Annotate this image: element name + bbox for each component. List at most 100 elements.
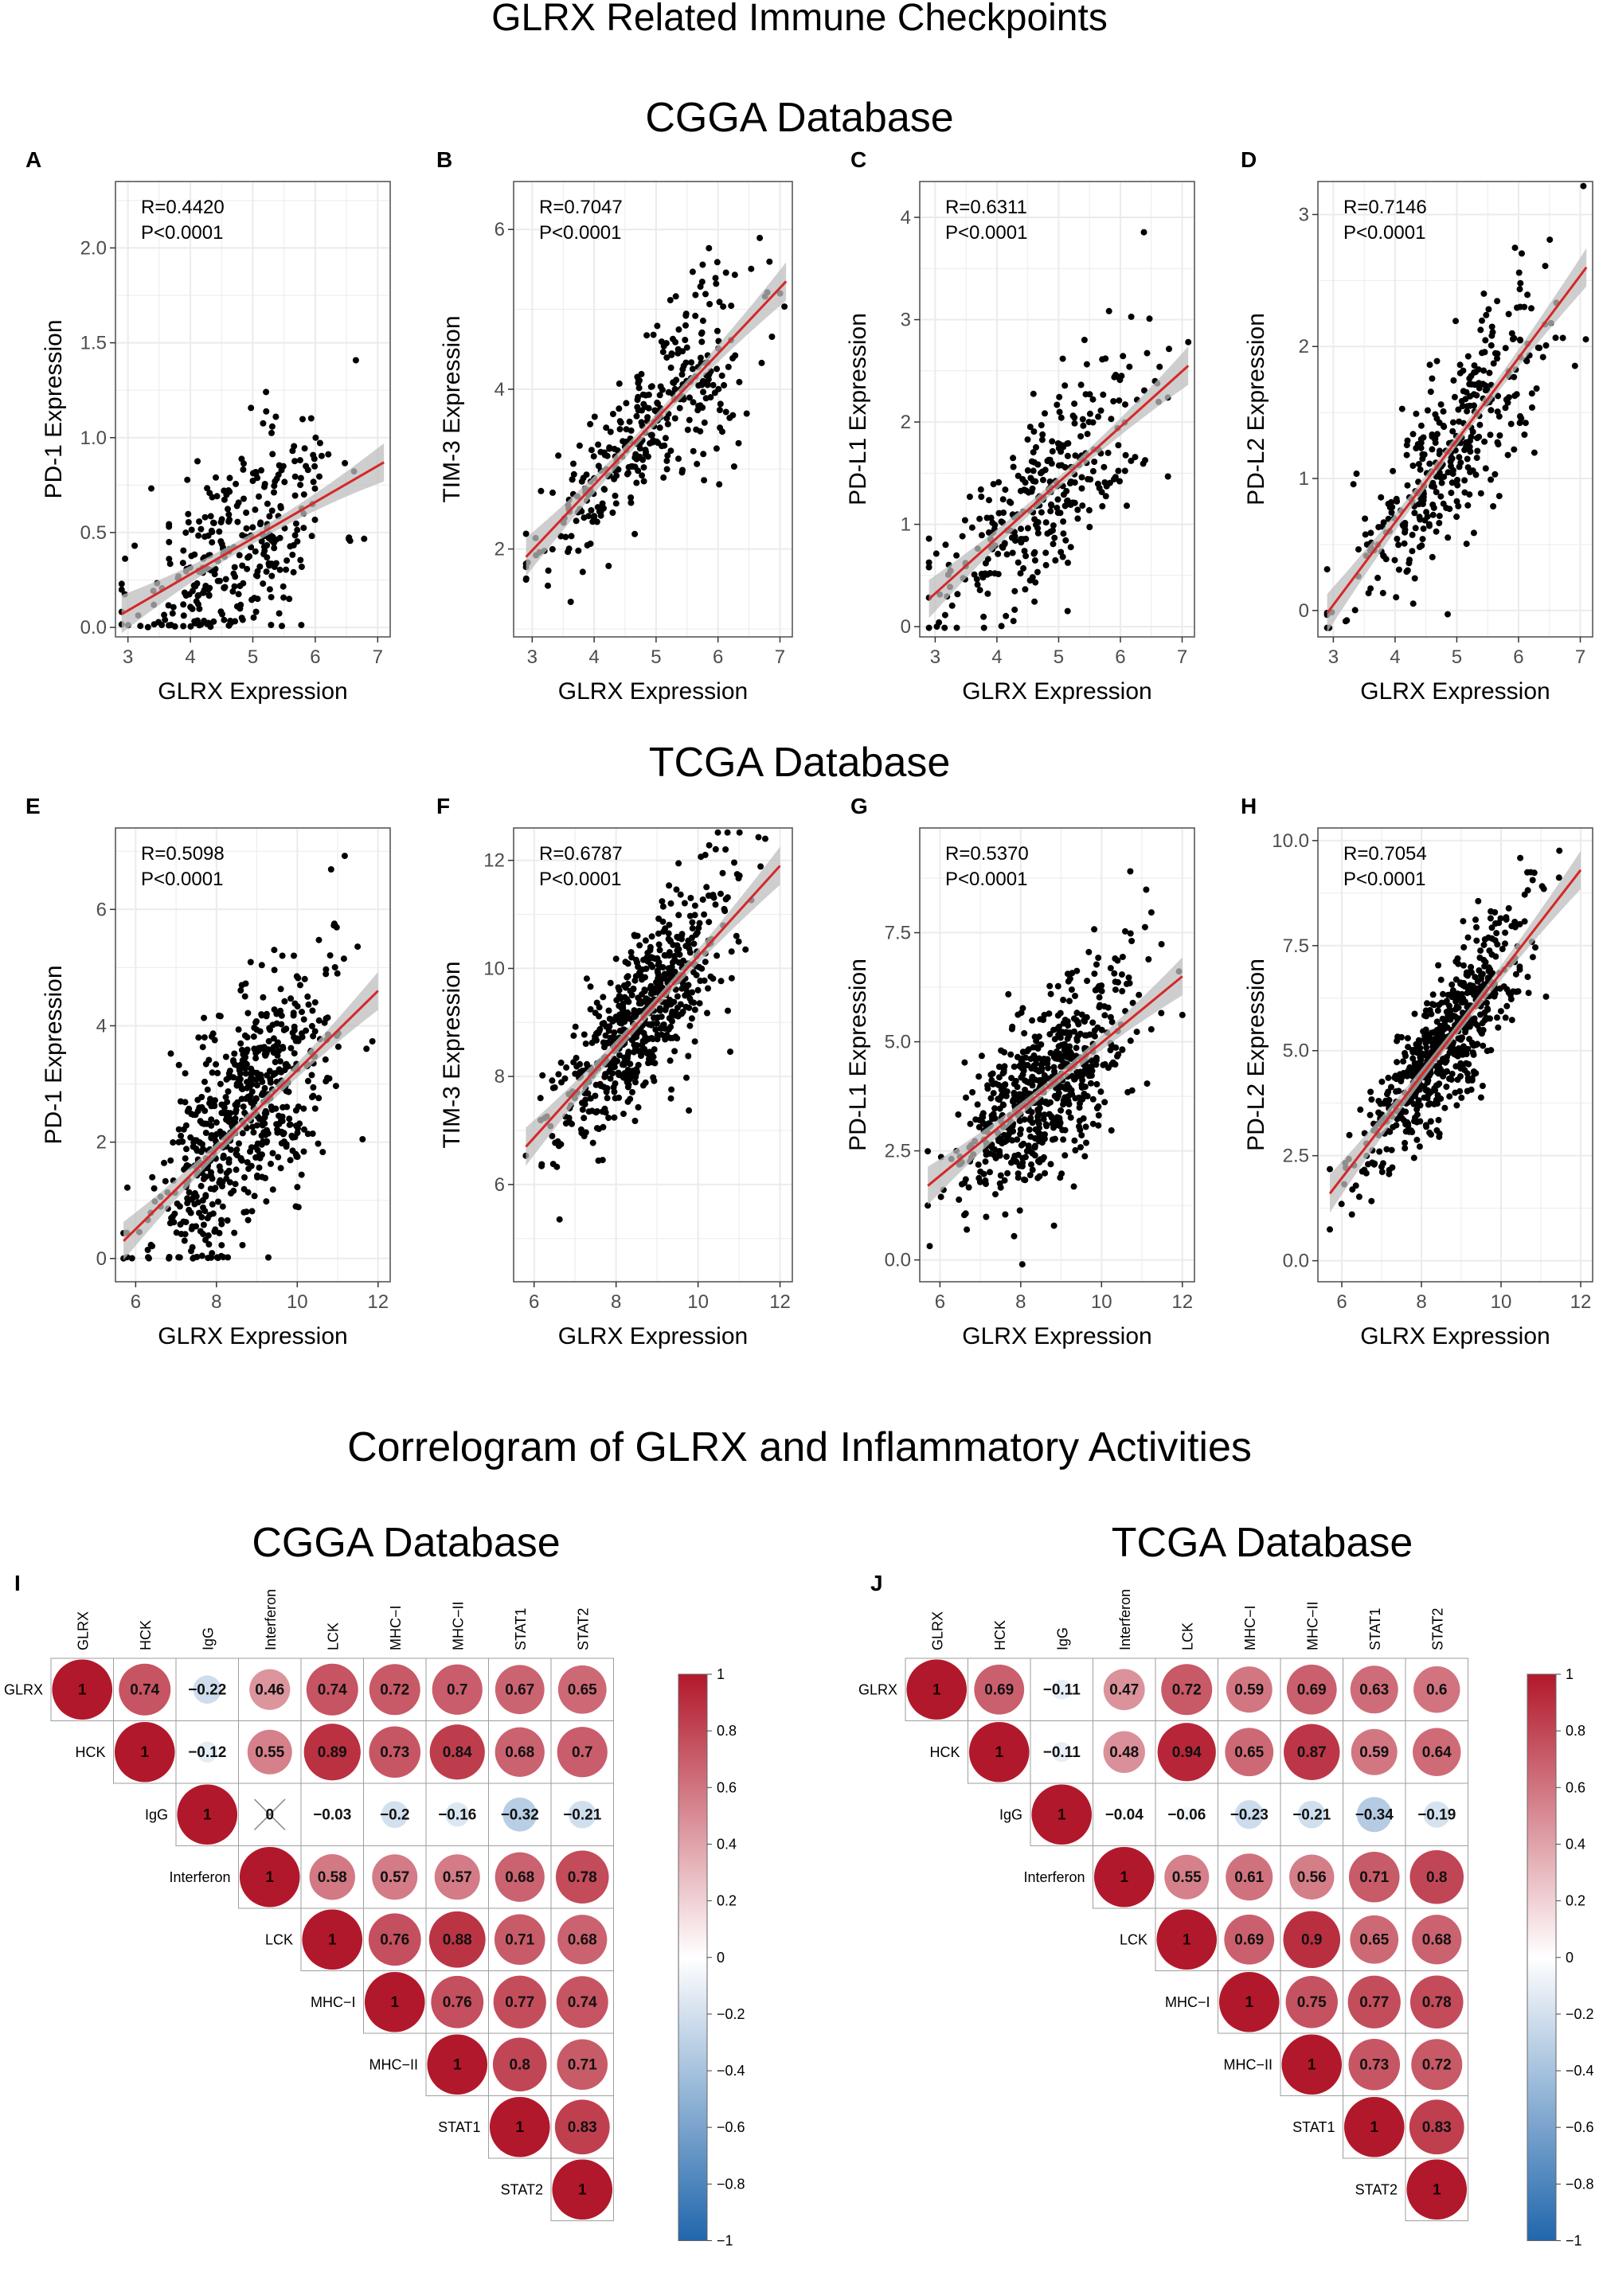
data-point — [1466, 381, 1473, 388]
x-tick-label: 8 — [1416, 1291, 1426, 1313]
data-point — [1108, 416, 1115, 423]
data-point — [1034, 1117, 1042, 1124]
data-point — [1477, 1094, 1484, 1101]
data-point — [1436, 520, 1443, 526]
data-point — [997, 1172, 1004, 1179]
corr-value: 0.63 — [1359, 1681, 1389, 1698]
data-point — [565, 545, 573, 553]
data-point — [701, 977, 708, 984]
data-point — [253, 1122, 260, 1129]
data-point — [319, 1149, 326, 1156]
data-point — [1490, 503, 1497, 510]
data-point — [166, 1254, 173, 1260]
data-point — [1002, 1211, 1009, 1218]
data-point — [1079, 1095, 1086, 1103]
data-point — [1455, 406, 1462, 413]
data-point — [1460, 943, 1468, 951]
data-point — [551, 1084, 558, 1091]
data-point — [213, 1119, 220, 1126]
data-point — [572, 1023, 579, 1030]
data-point — [1028, 1076, 1035, 1084]
data-point — [1018, 1074, 1025, 1081]
data-point — [1074, 506, 1081, 513]
data-point — [701, 419, 708, 426]
data-point — [1463, 969, 1470, 976]
data-point — [700, 451, 707, 458]
data-point — [1582, 336, 1589, 343]
data-point — [244, 1159, 251, 1166]
data-point — [1456, 361, 1464, 369]
data-point — [1042, 519, 1050, 526]
data-point — [964, 1226, 971, 1233]
data-point — [1397, 1114, 1404, 1121]
data-point — [1119, 1046, 1126, 1053]
data-point — [667, 1057, 674, 1064]
data-point — [1146, 315, 1153, 322]
data-point — [311, 485, 319, 492]
data-point — [1395, 1087, 1402, 1095]
data-point — [256, 1164, 263, 1171]
data-point — [262, 1107, 269, 1115]
data-point — [1440, 990, 1446, 998]
corr-circle — [114, 1721, 175, 1783]
data-point — [1413, 1106, 1421, 1113]
data-point — [1376, 1148, 1383, 1155]
data-point — [978, 1052, 985, 1060]
data-point — [206, 1099, 213, 1107]
data-point — [1026, 1127, 1033, 1133]
data-point — [1009, 1137, 1016, 1144]
data-point — [1403, 451, 1410, 459]
data-point — [1123, 980, 1130, 987]
data-point — [1489, 329, 1496, 336]
corr-value: 0.55 — [1172, 1869, 1202, 1886]
data-point — [1398, 1075, 1405, 1082]
data-point — [1429, 446, 1436, 453]
data-point — [631, 1048, 638, 1056]
data-point — [222, 576, 229, 583]
data-point — [986, 497, 992, 504]
data-point — [1394, 1059, 1401, 1066]
data-point — [1429, 433, 1436, 440]
data-point — [1077, 433, 1085, 440]
colorbar — [678, 1673, 708, 2241]
data-point — [663, 457, 670, 464]
data-point — [1089, 467, 1097, 474]
data-point — [555, 1071, 562, 1078]
data-point — [1010, 463, 1017, 471]
data-point — [1491, 349, 1499, 357]
data-point — [279, 623, 285, 630]
data-point — [1402, 1139, 1409, 1146]
colorbar-tick-label: −0.2 — [717, 2006, 745, 2022]
data-point — [690, 940, 698, 947]
corr-circle — [1351, 1728, 1398, 1775]
data-point — [632, 451, 639, 458]
data-point — [1061, 1152, 1069, 1159]
data-point — [186, 1189, 193, 1196]
data-point — [251, 1193, 258, 1200]
data-point — [644, 414, 651, 421]
column-label: GLRX — [929, 1611, 945, 1650]
data-point — [1030, 467, 1037, 474]
corr-circle — [1286, 1664, 1337, 1715]
data-point — [579, 1106, 586, 1113]
x-tick-label: 7 — [1575, 646, 1585, 668]
corr-value: 0.87 — [1297, 1744, 1327, 1761]
data-point — [581, 1031, 588, 1038]
data-point — [713, 259, 721, 266]
data-point — [686, 416, 693, 424]
corr-circle — [1284, 1724, 1340, 1780]
correlation-p: P<0.0001 — [945, 222, 1027, 244]
colorbar-tick-label: 0.6 — [717, 1779, 737, 1795]
data-point — [965, 1184, 972, 1191]
data-point — [1464, 464, 1472, 471]
data-point — [1145, 956, 1152, 963]
y-axis-title: PD-L2 Expression — [1243, 313, 1269, 506]
data-point — [612, 1013, 620, 1021]
data-point — [1519, 250, 1525, 257]
data-point — [1428, 1010, 1435, 1017]
y-tick-label: 0.0 — [1283, 1251, 1309, 1272]
data-point — [1093, 1054, 1100, 1061]
data-point — [194, 592, 201, 599]
data-point — [1485, 306, 1492, 313]
